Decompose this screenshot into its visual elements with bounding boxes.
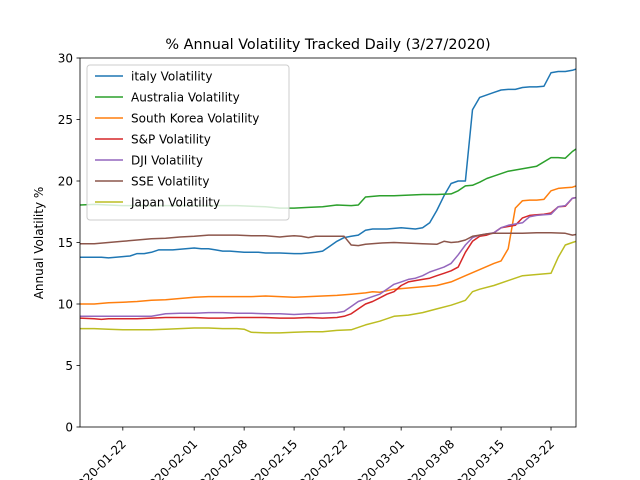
y-axis-label: Annual Volatility % bbox=[32, 187, 46, 300]
y-tick-label: 25 bbox=[58, 113, 73, 127]
x-axis: 2020-01-22 2020-02-012020-02-082020-02-15… bbox=[70, 427, 557, 480]
series-line-dji-volatility bbox=[80, 196, 576, 318]
chart-title: % Annual Volatility Tracked Daily (3/27/… bbox=[165, 37, 490, 53]
x-tick-label: 2020-03-15 bbox=[448, 437, 507, 480]
series-line-sse-volatility bbox=[80, 231, 576, 247]
legend-label: SSE Volatility bbox=[131, 175, 209, 189]
legend-label: Japan Volatility bbox=[130, 196, 220, 210]
y-tick-label: 30 bbox=[58, 52, 73, 66]
y-tick-label: 0 bbox=[65, 421, 73, 435]
y-tick-label: 5 bbox=[65, 359, 73, 373]
x-tick-label: 2020-02-22 bbox=[291, 437, 350, 480]
legend-label: italy Volatility bbox=[131, 70, 212, 84]
legend-item: italy Volatility bbox=[95, 70, 212, 84]
legend-label: Australia Volatility bbox=[131, 91, 240, 105]
legend-box bbox=[86, 64, 290, 221]
legend: italy Volatility Australia Volatility Sout… bbox=[86, 64, 290, 221]
x-tick-label: 2020-03-01 bbox=[348, 437, 407, 480]
x-tick-label: 2020-02-01 bbox=[141, 437, 200, 480]
y-axis: 0 5 10 15 20 25 30 bbox=[58, 52, 80, 435]
x-tick-label: 2020-02-15 bbox=[241, 437, 300, 480]
series-line-south-korea-volatility bbox=[80, 185, 576, 305]
x-tick-label: 2020-01-22 bbox=[70, 437, 129, 480]
y-tick-label: 15 bbox=[58, 236, 73, 250]
series-line-italy-volatility bbox=[80, 68, 576, 259]
series-line-japan-volatility bbox=[80, 240, 576, 334]
legend-item: SSE Volatility bbox=[95, 175, 209, 189]
x-tick-label: 2020-03-22 bbox=[498, 437, 557, 480]
legend-label: South Korea Volatility bbox=[131, 112, 259, 126]
legend-label: DJI Volatility bbox=[131, 154, 203, 168]
y-tick-label: 20 bbox=[58, 175, 73, 189]
y-tick-label: 10 bbox=[58, 298, 73, 312]
x-tick-label: 2020-03-08 bbox=[398, 437, 457, 480]
legend-item: Japan Volatility bbox=[95, 196, 220, 210]
legend-label: S&P Volatility bbox=[131, 133, 211, 147]
legend-item: DJI Volatility bbox=[95, 154, 203, 168]
legend-item: Australia Volatility bbox=[95, 91, 240, 105]
x-tick-label: 2020-02-08 bbox=[191, 437, 250, 480]
legend-item: S&P Volatility bbox=[95, 133, 211, 147]
legend-item: South Korea Volatility bbox=[95, 112, 259, 126]
